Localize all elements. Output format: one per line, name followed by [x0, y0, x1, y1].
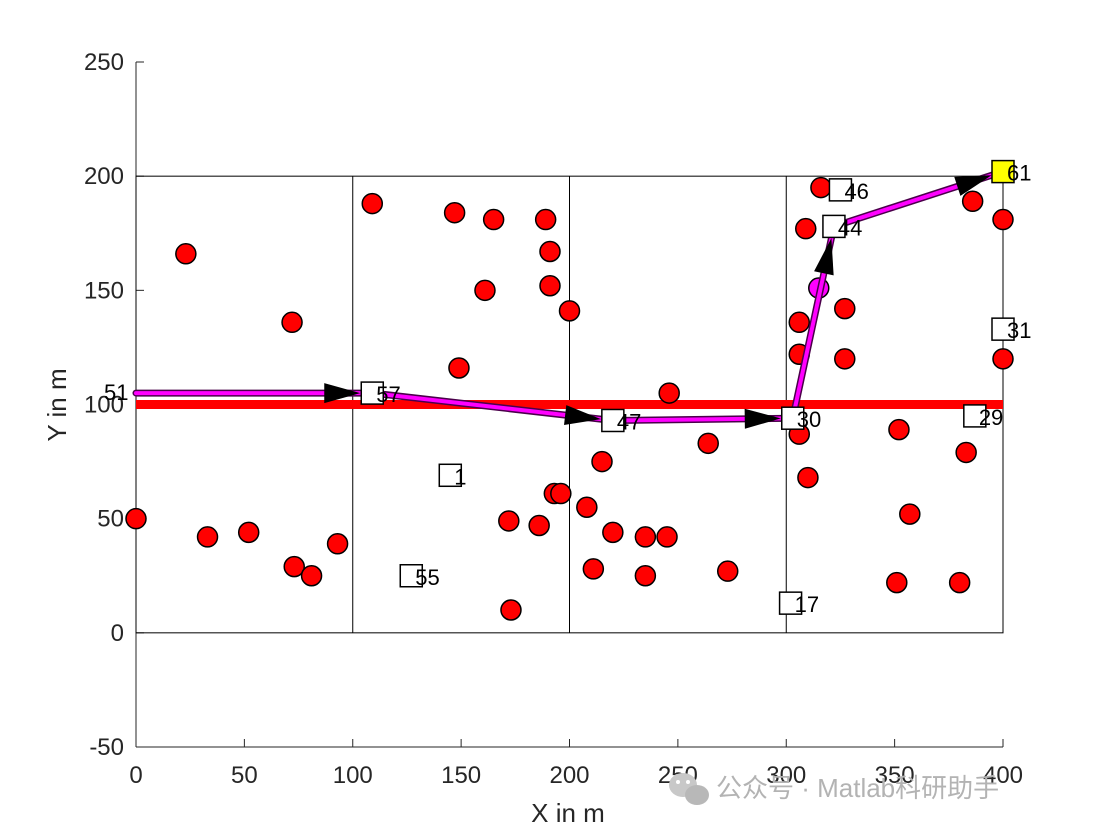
- square-node-label: 55: [415, 565, 439, 590]
- sensor-node: [797, 466, 819, 489]
- x-tick-label: 150: [441, 762, 481, 789]
- sensor-node: [602, 521, 624, 544]
- sensor-node: [237, 521, 260, 544]
- origin-label: 51: [104, 380, 128, 405]
- square-node: [822, 214, 846, 239]
- sensor-node: [658, 382, 680, 404]
- route-arrowhead: [954, 175, 992, 196]
- route-arrowhead: [814, 238, 834, 276]
- y-tick-label: 0: [111, 620, 124, 647]
- square-node-label: 17: [795, 592, 819, 617]
- sensor-node: [795, 217, 817, 240]
- sensor-node: [550, 482, 572, 505]
- square-node-label: 47: [617, 409, 641, 434]
- sensor-node: [582, 558, 605, 580]
- sensor-node: [634, 526, 657, 548]
- square-node-label: 31: [1007, 318, 1031, 343]
- square-node: [438, 463, 463, 488]
- sensor-node: [955, 441, 977, 464]
- square-node: [828, 178, 853, 202]
- square-node: [360, 381, 385, 405]
- sensor-node: [281, 311, 303, 334]
- axis-labels: X in m Y in m: [42, 368, 605, 828]
- route-arrowhead: [744, 408, 781, 429]
- sensor-node: [539, 240, 561, 263]
- sensor-node: [888, 418, 910, 441]
- square-nodes: 57 1 55 47 30 17 44 46 29 31 61 51: [104, 159, 1031, 617]
- sensor-node: [634, 565, 657, 587]
- sensor-node: [656, 526, 678, 548]
- y-tick-label: 250: [84, 49, 124, 76]
- sensor-node: [834, 297, 856, 320]
- y-tick-label: 150: [84, 277, 124, 304]
- square-node: [399, 564, 424, 588]
- y-axis-label: Y in m: [42, 368, 72, 441]
- route-arrowhead: [324, 383, 361, 404]
- sensor-node: [498, 510, 520, 532]
- sensor-node: [948, 571, 971, 594]
- sensor-node: [361, 192, 384, 215]
- sensor-node: [500, 599, 522, 621]
- y-tick-label: 100: [84, 392, 124, 419]
- sensor-node: [443, 201, 466, 224]
- y-tick-label: -50: [89, 734, 124, 761]
- x-tick-label: 300: [766, 762, 806, 789]
- square-node: [781, 406, 805, 430]
- sensor-node: [716, 560, 739, 582]
- x-tick-label: 350: [875, 762, 915, 789]
- square-node-label: 57: [376, 382, 400, 407]
- y-tick-label: 50: [97, 506, 124, 533]
- square-node-label: 46: [844, 179, 868, 204]
- square-node-label: 1: [454, 464, 466, 489]
- square-node-label: 29: [979, 405, 1003, 430]
- sensor-node: [576, 496, 598, 518]
- sensor-node: [175, 243, 197, 265]
- route-arrowhead: [564, 405, 601, 425]
- sensor-node: [482, 208, 505, 231]
- sensor-node: [992, 348, 1014, 370]
- sensor-node: [125, 507, 147, 530]
- square-node-label: 30: [797, 407, 821, 432]
- square-node: [991, 159, 1015, 184]
- x-tick-label: 200: [549, 762, 589, 789]
- square-node: [601, 408, 625, 433]
- square-node: [991, 317, 1015, 341]
- x-tick-label: 400: [983, 762, 1023, 789]
- sensor-node: [591, 450, 613, 473]
- square-node-label: 61: [1007, 161, 1031, 186]
- square-node: [778, 591, 803, 615]
- sensor-node: [886, 571, 908, 594]
- square-node-label: 44: [838, 215, 862, 240]
- watermark: 公众号 · Matlab科研助手: [669, 773, 999, 805]
- x-axis-label: X in m: [531, 798, 605, 828]
- sensor-node: [474, 279, 496, 302]
- route-path: [132, 168, 1007, 429]
- square-node: [963, 404, 987, 428]
- sensor-node: [196, 526, 219, 548]
- sensor-node: [534, 208, 557, 231]
- sensor-node: [697, 432, 719, 455]
- sensor-node: [899, 503, 921, 525]
- sensor-node: [448, 357, 470, 379]
- sensor-node: [992, 208, 1014, 231]
- sensor-node: [539, 275, 561, 297]
- x-tick-label: 0: [129, 762, 142, 789]
- watermark-text: 公众号 · Matlab科研助手: [716, 773, 999, 803]
- sensor-node: [528, 514, 550, 537]
- sensor-node: [283, 555, 305, 578]
- y-tick-label: 200: [84, 163, 124, 190]
- sensor-node: [300, 565, 323, 587]
- sensor-node: [961, 190, 984, 213]
- x-tick-label: 100: [333, 762, 373, 789]
- sensor-node: [558, 300, 581, 322]
- sensor-node: [834, 348, 856, 370]
- sensor-node: [810, 176, 832, 199]
- axes: 050100150200250300350400-500501001502002…: [84, 49, 1023, 789]
- wechat-icon: [669, 773, 709, 805]
- sensor-node: [326, 533, 349, 555]
- sensor-node: [788, 311, 811, 334]
- x-tick-label: 50: [231, 762, 258, 789]
